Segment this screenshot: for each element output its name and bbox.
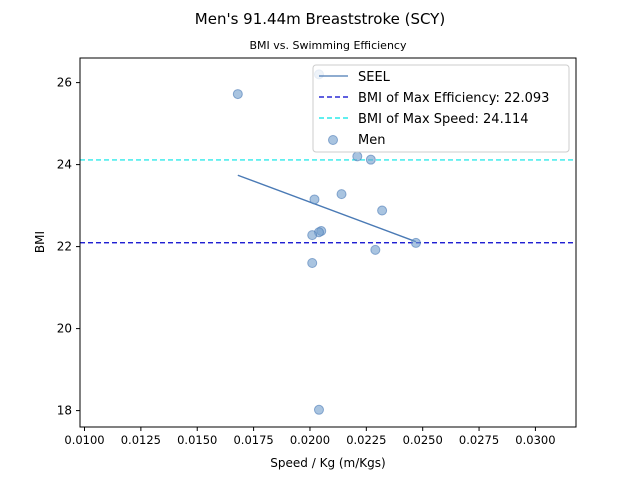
data-point-2	[352, 151, 363, 162]
axis-ticks: 0.0100 0.0125 0.0150 0.0175 0.0200 0.0225 0.02…	[57, 76, 556, 447]
data-point-3	[365, 154, 376, 165]
data-point-10	[410, 237, 421, 248]
fit-line-seel	[237, 174, 417, 243]
legend-box	[312, 64, 570, 153]
data-point-11	[370, 244, 381, 255]
chart-subtitle: BMI vs. Swimming Efficiency	[250, 39, 407, 52]
x-tick-label-1: 0.0125	[121, 433, 161, 447]
y-tick-label-4: 26	[57, 76, 72, 90]
chart-title: Men's 91.44m Breaststroke (SCY)	[195, 10, 445, 28]
legend-label-seel: SEEL	[358, 70, 391, 85]
axes-frame	[79, 57, 577, 428]
legend-label-max-speed: BMI of Max Speed: 24.114	[358, 112, 529, 127]
x-tick-label-8: 0.0300	[515, 433, 555, 447]
legend: SEEL BMI of Max Efficiency: 22.093 BMI o…	[312, 64, 570, 153]
x-tick-label-7: 0.0275	[459, 433, 499, 447]
data-point-6	[377, 205, 388, 216]
legend-marker-men	[328, 135, 338, 145]
data-point-0	[232, 89, 243, 100]
y-axis-label: BMI	[33, 231, 47, 253]
data-point-4	[336, 189, 347, 200]
x-tick-label-4: 0.0200	[290, 433, 330, 447]
x-tick-label-0: 0.0100	[64, 433, 104, 447]
x-axis-label: Speed / Kg (m/Kgs)	[270, 456, 385, 470]
x-tick-label-6: 0.0250	[403, 433, 443, 447]
data-point-12	[307, 258, 318, 268]
plot-area	[80, 69, 576, 415]
data-point-5	[309, 194, 320, 205]
x-tick-label-2: 0.0150	[177, 433, 217, 447]
data-point-9	[307, 230, 318, 241]
y-tick-label-2: 22	[57, 240, 72, 254]
x-tick-label-5: 0.0225	[346, 433, 386, 447]
x-tick-label-3: 0.0175	[233, 433, 273, 447]
legend-label-max-efficiency: BMI of Max Efficiency: 22.093	[358, 91, 549, 106]
y-tick-label-0: 18	[57, 404, 72, 418]
data-point-13	[313, 404, 324, 415]
y-tick-label-3: 24	[57, 158, 72, 172]
y-tick-label-1: 20	[57, 322, 72, 336]
legend-label-men: Men	[358, 133, 385, 148]
